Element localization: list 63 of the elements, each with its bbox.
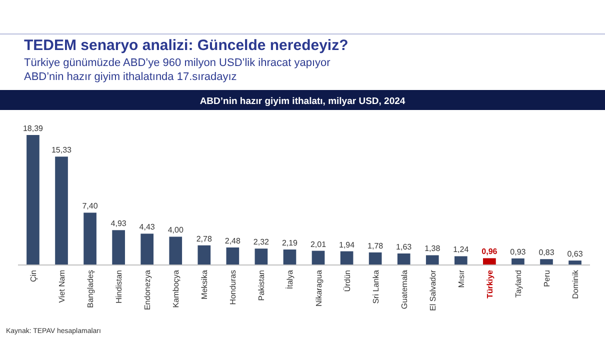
x-tick-label: Honduras <box>228 270 238 305</box>
bar <box>312 250 325 265</box>
bar <box>368 252 382 265</box>
bar <box>426 255 439 265</box>
x-tick-label: Viet Nam <box>58 270 67 303</box>
x-tick-label: El Salvador <box>428 270 438 311</box>
x-tick-label: Kamboçya <box>172 269 181 308</box>
x-tick-label: İtalya <box>286 269 295 290</box>
bar <box>140 234 154 265</box>
chart-title: TEDEM senaryo analizi: Güncelde neredeyiz? <box>24 37 348 54</box>
bar <box>512 258 524 265</box>
x-tick-label: Pakistan <box>257 270 266 301</box>
bar <box>84 212 96 265</box>
x-tick-label: Bangladeş <box>86 270 96 308</box>
x-tick-label: Sri Lanka <box>371 269 380 304</box>
bar <box>568 260 582 265</box>
data-label: 1,63 <box>396 242 412 252</box>
bar <box>454 256 468 265</box>
bar <box>55 156 68 265</box>
data-label: 0,83 <box>538 248 555 258</box>
data-label: 0,63 <box>567 250 584 259</box>
x-tick-label: Türkiye <box>485 269 494 298</box>
data-label: 1,38 <box>424 244 441 254</box>
data-label: 2,32 <box>253 238 270 247</box>
bar <box>112 230 125 265</box>
data-label: 4,00 <box>168 226 184 235</box>
x-tick-label: Endonezya <box>143 269 152 310</box>
x-tick-label: Nikaragua <box>314 269 324 306</box>
x-tick-label: Guatemala <box>400 269 409 310</box>
bar <box>226 247 240 265</box>
text: ABD’nin hazır giyim ithalatı, milyar USD, 2024 <box>200 96 406 107</box>
data-label: 2,48 <box>224 236 242 246</box>
bar <box>340 251 354 265</box>
data-label: 18,39 <box>22 124 44 133</box>
data-label: 1,24 <box>453 245 470 254</box>
bar <box>26 135 40 265</box>
bar <box>483 258 496 265</box>
data-label: 4,93 <box>110 219 127 228</box>
data-label: 15,33 <box>51 146 72 155</box>
x-tick-label: Peru <box>542 270 552 287</box>
data-label: 2,19 <box>282 238 298 248</box>
bar <box>254 248 268 265</box>
data-label: 0,93 <box>510 247 526 256</box>
chart-subtitle: Türkiye günümüzde ABD’ye 960 milyon USD’lik ihracat yapıyor ABD’nin hazır giyim ithalatında 17.sıradayız <box>24 57 331 83</box>
x-tick-label: Çin <box>28 270 38 282</box>
data-label: 1,78 <box>368 241 384 250</box>
x-tick-label: Ürdün <box>342 270 352 292</box>
x-tick-label: Mısır <box>456 270 466 288</box>
bar <box>397 253 410 265</box>
x-tick-label: Tayland <box>514 270 523 298</box>
bar <box>540 259 553 265</box>
bar <box>283 250 296 265</box>
data-label: 2,01 <box>310 240 327 249</box>
x-tick-label: Dominik <box>571 269 580 299</box>
data-label: 7,40 <box>82 202 98 211</box>
data-label: 0,96 <box>482 247 498 256</box>
bar <box>198 245 211 265</box>
data-label: 2,78 <box>196 234 212 244</box>
data-label: 4,43 <box>139 222 156 232</box>
bar <box>169 236 182 265</box>
data-label: 1,94 <box>339 240 356 250</box>
x-tick-label: Meksika <box>200 269 210 300</box>
x-tick-label: Hindistan <box>114 270 124 304</box>
